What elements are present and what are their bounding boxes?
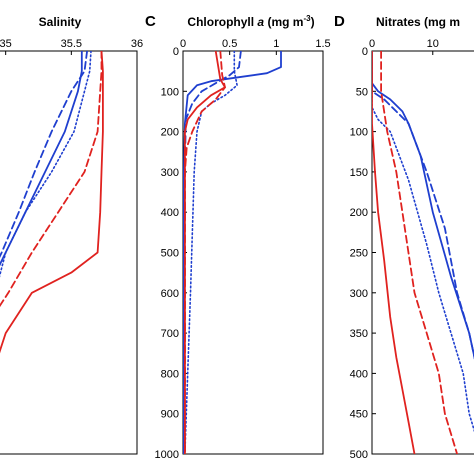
x-tick-label: 1 — [273, 38, 279, 50]
x-tick-label: 35.5 — [61, 38, 82, 50]
y-tick-label: 0 — [173, 46, 179, 58]
series-line-blue-dotted — [184, 51, 238, 454]
axes-frame — [0, 50, 138, 455]
y-tick-label: 1000 — [155, 449, 179, 461]
y-tick-label: 700 — [161, 328, 179, 340]
y-tick-label: 900 — [161, 409, 179, 421]
y-tick-label: 250 — [350, 248, 368, 260]
series-line-red-dashed — [184, 51, 226, 454]
y-tick-label: 500 — [350, 449, 368, 461]
x-tick-label: 36 — [131, 38, 143, 50]
y-tick-label: 50 — [356, 86, 368, 98]
x-tick-label: 1.5 — [315, 38, 330, 50]
y-tick-label: 300 — [350, 288, 368, 300]
series-line-blue-dashed — [0, 51, 88, 259]
y-tick-label: 0 — [362, 46, 368, 58]
series-line-red-solid — [184, 51, 226, 454]
y-tick-label: 300 — [161, 167, 179, 179]
x-tick-label: 0.5 — [222, 38, 237, 50]
y-tick-label: 800 — [161, 368, 179, 380]
axes-frame — [182, 50, 324, 455]
y-tick-label: 100 — [161, 86, 179, 98]
y-tick-label: 100 — [350, 127, 368, 139]
panel-title: Salinity — [39, 15, 82, 29]
chlorophyll-panel: 0 0.5 1 1.5 0 100 200 300 400 500 600 700 800 900 1000… — [145, 13, 331, 461]
series-line-red-solid — [372, 51, 416, 454]
panel-title: Chlorophyll a (mg m-3) — [187, 14, 314, 29]
series-line-blue-solid — [183, 51, 282, 454]
y-tick-label: 200 — [350, 207, 368, 219]
y-tick-label: 400 — [350, 368, 368, 380]
y-tick-label: 450 — [350, 409, 368, 421]
series-line-blue-dotted — [372, 51, 474, 433]
y-tick-label: 150 — [350, 167, 368, 179]
x-tick-label: 35 — [0, 38, 12, 50]
y-tick-label: 400 — [161, 207, 179, 219]
series-line-blue-dashed — [372, 51, 474, 360]
y-tick-label: 500 — [161, 248, 179, 260]
y-tick-label: 200 — [161, 127, 179, 139]
panel-title: Nitrates (mg m — [376, 15, 460, 29]
series-line-blue-dotted — [0, 51, 92, 278]
y-tick-label: 600 — [161, 288, 179, 300]
series-line-red-dashed — [0, 51, 103, 308]
axes-frame — [371, 50, 474, 455]
nitrates-panel: 01020050100150200250300350400450500DNitr… — [334, 13, 474, 461]
x-tick-label: 0 — [180, 38, 186, 50]
series-line-blue-solid — [372, 51, 474, 360]
x-tick-label: 0 — [369, 38, 375, 50]
series-line-red-solid — [0, 51, 104, 354]
series-line-blue-solid — [0, 51, 83, 267]
x-tick-label: 10 — [427, 38, 439, 50]
panel-letter: C — [145, 13, 156, 30]
y-tick-label: 350 — [350, 328, 368, 340]
series-line-red-dashed — [380, 51, 458, 454]
panel-letter: D — [334, 13, 345, 30]
